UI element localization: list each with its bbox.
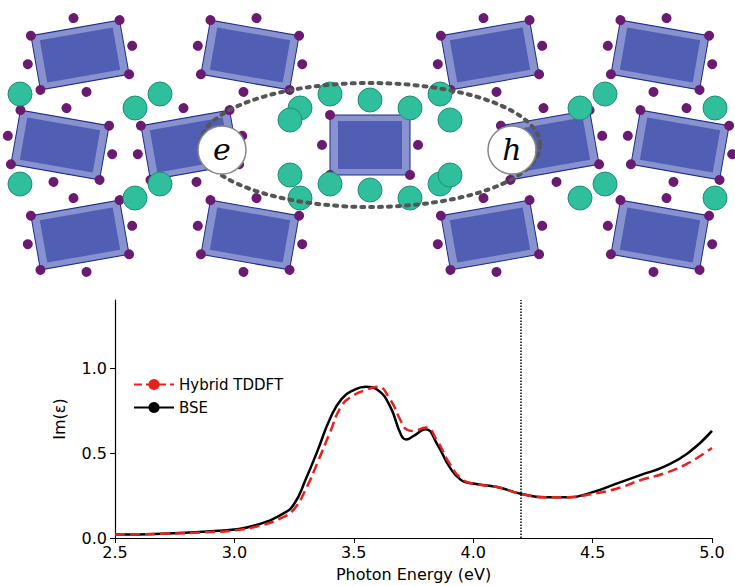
svg-text:Im(ε): Im(ε) [50, 398, 69, 439]
svg-text:Photon Energy (eV): Photon Energy (eV) [336, 565, 491, 584]
svg-text:2.5: 2.5 [102, 543, 127, 562]
svg-text:4.0: 4.0 [460, 543, 485, 562]
svg-text:3.0: 3.0 [222, 543, 247, 562]
svg-text:Hybrid TDDFT: Hybrid TDDFT [179, 376, 284, 394]
svg-text:BSE: BSE [179, 399, 208, 417]
svg-text:3.5: 3.5 [341, 543, 366, 562]
svg-text:h: h [502, 132, 521, 167]
svg-text:0.5: 0.5 [82, 444, 107, 463]
svg-text:1.0: 1.0 [82, 359, 107, 378]
svg-text:5.0: 5.0 [699, 543, 724, 562]
svg-text:4.5: 4.5 [580, 543, 605, 562]
svg-text:0.0: 0.0 [81, 528, 107, 548]
svg-text:e: e [213, 132, 231, 167]
